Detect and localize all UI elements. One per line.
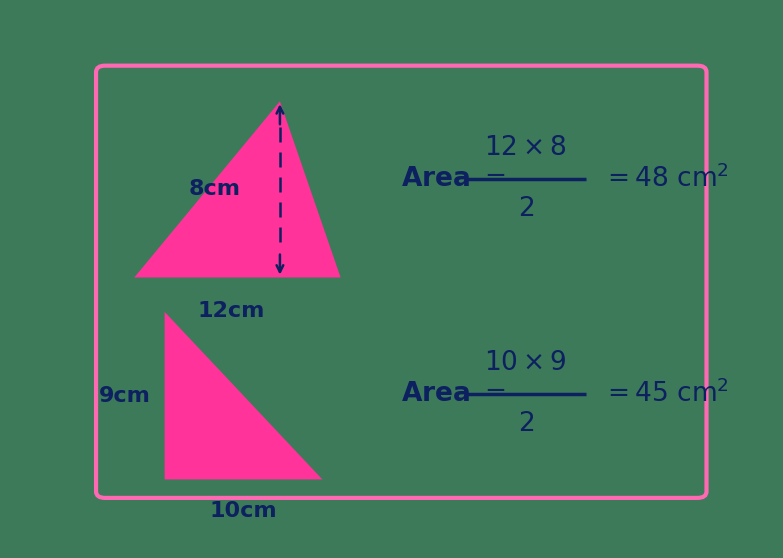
Text: $= 45\ \mathrm{cm}^2$: $= 45\ \mathrm{cm}^2$ [601,379,728,408]
Polygon shape [164,312,323,479]
Text: $2$: $2$ [518,411,534,437]
Text: Area $=$: Area $=$ [402,166,506,191]
Text: $= 48\ \mathrm{cm}^2$: $= 48\ \mathrm{cm}^2$ [601,165,728,193]
Polygon shape [135,102,341,277]
Text: $12 \times 8$: $12 \times 8$ [484,136,567,161]
Text: Area $=$: Area $=$ [402,381,506,406]
Text: $10 \times 9$: $10 \times 9$ [484,350,567,376]
Text: $2$: $2$ [518,196,534,222]
Text: 8cm: 8cm [189,180,240,199]
Text: 12cm: 12cm [197,301,265,321]
Text: 9cm: 9cm [99,386,151,406]
Text: 10cm: 10cm [210,501,277,521]
